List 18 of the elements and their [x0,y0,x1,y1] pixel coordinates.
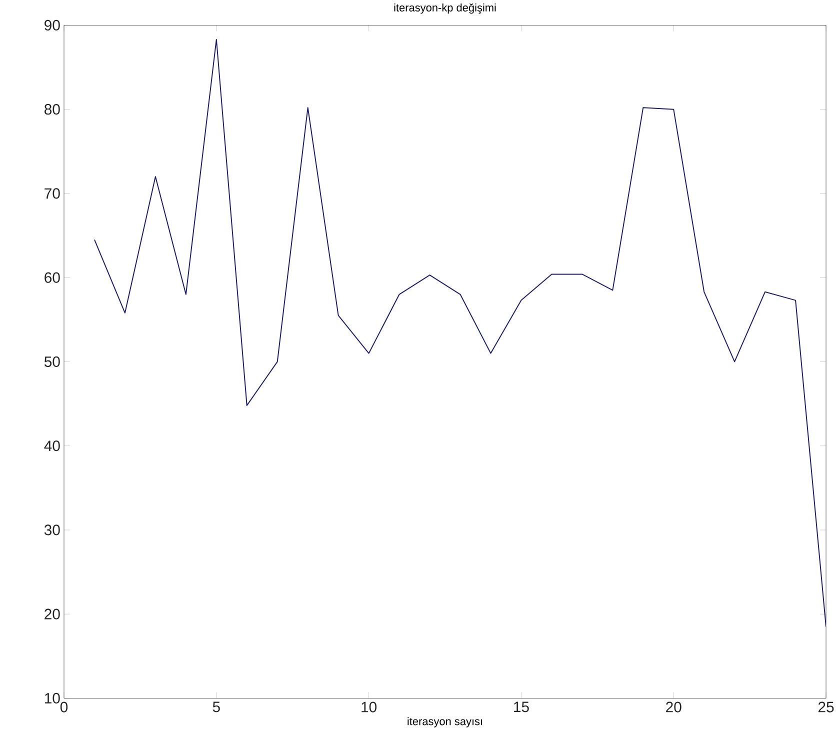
x-tick-label: 15 [514,702,529,712]
x-axis-title: iterasyon sayısı [408,717,482,728]
x-tick-label: 0 [60,702,68,712]
x-tick-label: 20 [666,702,682,712]
y-tick-label: 10 [45,692,60,704]
y-tick-label: 50 [44,356,60,367]
line-series [94,38,826,628]
chart-title: iterasyon-kp değişimi [394,3,496,14]
y-tick-label: 70 [44,188,60,199]
y-tick-label: 20 [44,608,60,620]
x-tick-label: 25 [818,702,834,712]
y-tick-label: 90 [44,20,60,30]
y-tick-label: 60 [44,272,60,283]
x-tick-label: 10 [362,702,377,712]
y-tick-label: 80 [44,104,60,115]
y-tick-label: 30 [44,524,60,536]
y-tick-label: 40 [44,440,60,452]
x-tick-label: 5 [212,702,220,712]
